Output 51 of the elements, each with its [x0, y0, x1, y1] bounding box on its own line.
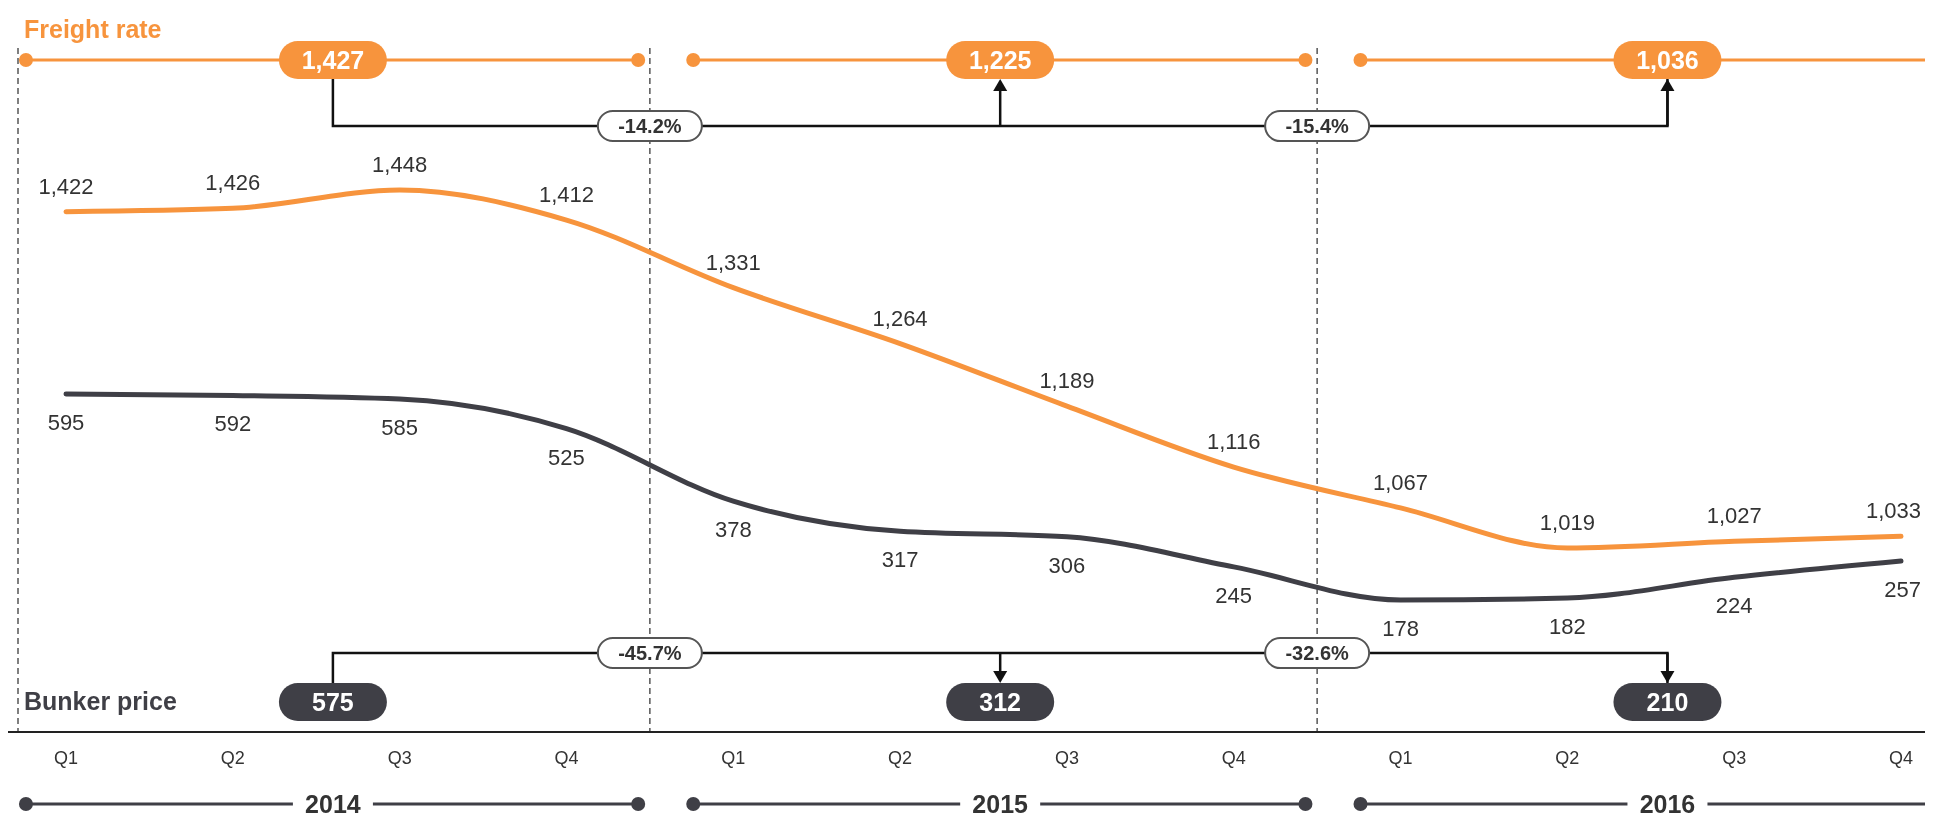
- data-label: 317: [881, 547, 919, 573]
- data-label: 525: [548, 444, 585, 470]
- text: 2015: [972, 790, 1029, 814]
- x-tick-label: Q1: [53, 748, 79, 768]
- data-label: 306: [1048, 552, 1086, 578]
- data-label: 595: [47, 410, 85, 435]
- text: -14.2%: [618, 115, 682, 137]
- text: 1,036: [1636, 46, 1699, 74]
- data-label: 1,412: [538, 182, 594, 208]
- data-label: 592: [214, 411, 252, 437]
- text: -45.7%: [618, 642, 682, 664]
- text: -15.4%: [1285, 115, 1350, 137]
- x-tick-label: Q1: [1388, 748, 1413, 768]
- x-tick-label: Q4: [1888, 748, 1914, 768]
- data-label: 1,033: [1865, 498, 1921, 524]
- x-tick-label: Q3: [387, 748, 412, 768]
- text: 1,225: [968, 46, 1032, 74]
- text: 2014: [305, 790, 361, 814]
- data-label: 1,448: [372, 152, 428, 177]
- data-label: 1,426: [205, 170, 261, 196]
- text: 575: [312, 688, 354, 716]
- data-label: 1,116: [1207, 429, 1261, 455]
- data-label: 1,189: [1039, 368, 1095, 394]
- data-label: 1,019: [1539, 510, 1595, 535]
- x-tick-label: Q4: [554, 748, 579, 768]
- text: -32.6%: [1285, 642, 1350, 664]
- x-tick-label: Q2: [888, 748, 913, 768]
- data-label: 182: [1549, 614, 1586, 640]
- data-label: 1,264: [872, 305, 928, 331]
- text: 2016: [1639, 790, 1696, 814]
- data-label: 257: [1884, 576, 1921, 602]
- text: 210: [1646, 688, 1689, 716]
- x-tick-label: Q2: [1555, 748, 1580, 768]
- data-label: 378: [714, 517, 752, 543]
- x-tick-label: Q2: [220, 748, 245, 768]
- data-label: 224: [1715, 593, 1753, 619]
- data-label: 178: [1382, 616, 1419, 641]
- text: 312: [979, 688, 1022, 716]
- data-label: 1,422: [38, 173, 94, 199]
- data-label: 585: [381, 414, 418, 440]
- text: 1,427: [301, 46, 365, 74]
- data-label: 1,067: [1373, 469, 1429, 495]
- text: Bunker price: [24, 687, 177, 715]
- data-label: 245: [1215, 582, 1253, 608]
- x-tick-label: Q3: [1722, 748, 1747, 768]
- data-label: 1,027: [1706, 503, 1762, 529]
- x-tick-label: Q4: [1221, 748, 1246, 768]
- data-label: 1,331: [705, 249, 761, 275]
- x-tick-label: Q3: [1054, 748, 1079, 768]
- text: Freight rate: [24, 15, 162, 43]
- x-tick-label: Q1: [721, 748, 746, 768]
